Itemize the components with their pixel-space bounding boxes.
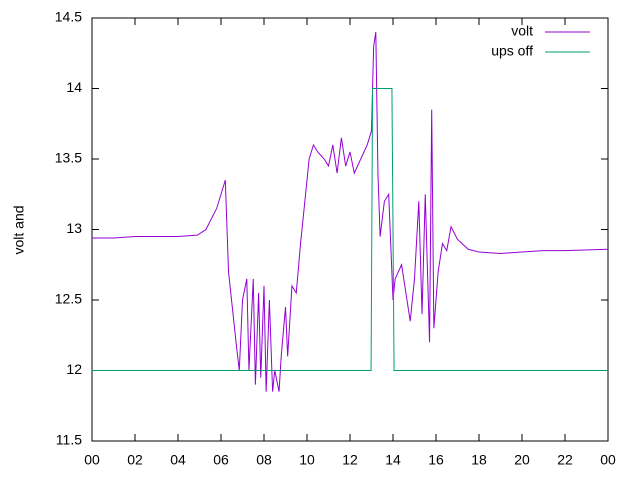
x-tick-label: 00 (600, 452, 616, 468)
x-tick-label: 18 (471, 452, 487, 468)
y-tick-label: 14.5 (55, 9, 82, 25)
x-tick-label: 22 (557, 452, 573, 468)
x-tick-label: 04 (170, 452, 186, 468)
series-line (92, 88, 608, 371)
x-tick-label: 10 (299, 452, 315, 468)
y-tick-label: 11.5 (56, 432, 82, 448)
y-tick-label: 12.5 (55, 291, 82, 307)
series-line (92, 32, 609, 392)
y-tick-label: 12 (66, 361, 82, 377)
x-tick-label: 20 (514, 452, 530, 468)
plot-frame (91, 17, 609, 442)
x-tick-label: 02 (127, 452, 143, 468)
x-tick-label: 00 (84, 452, 100, 468)
x-tick-label: 08 (256, 452, 272, 468)
y-tick-label: 13.5 (55, 150, 82, 166)
y-axis-label: volt and (11, 205, 27, 254)
legend-label: ups off (491, 43, 533, 59)
legend-label: volt (511, 23, 533, 39)
x-tick-label: 06 (213, 452, 229, 468)
x-tick-label: 14 (385, 452, 401, 468)
x-tick-label: 12 (342, 452, 358, 468)
x-tick-label: 16 (428, 452, 444, 468)
y-tick-label: 13 (66, 220, 82, 236)
y-tick-label: 14 (66, 79, 82, 95)
